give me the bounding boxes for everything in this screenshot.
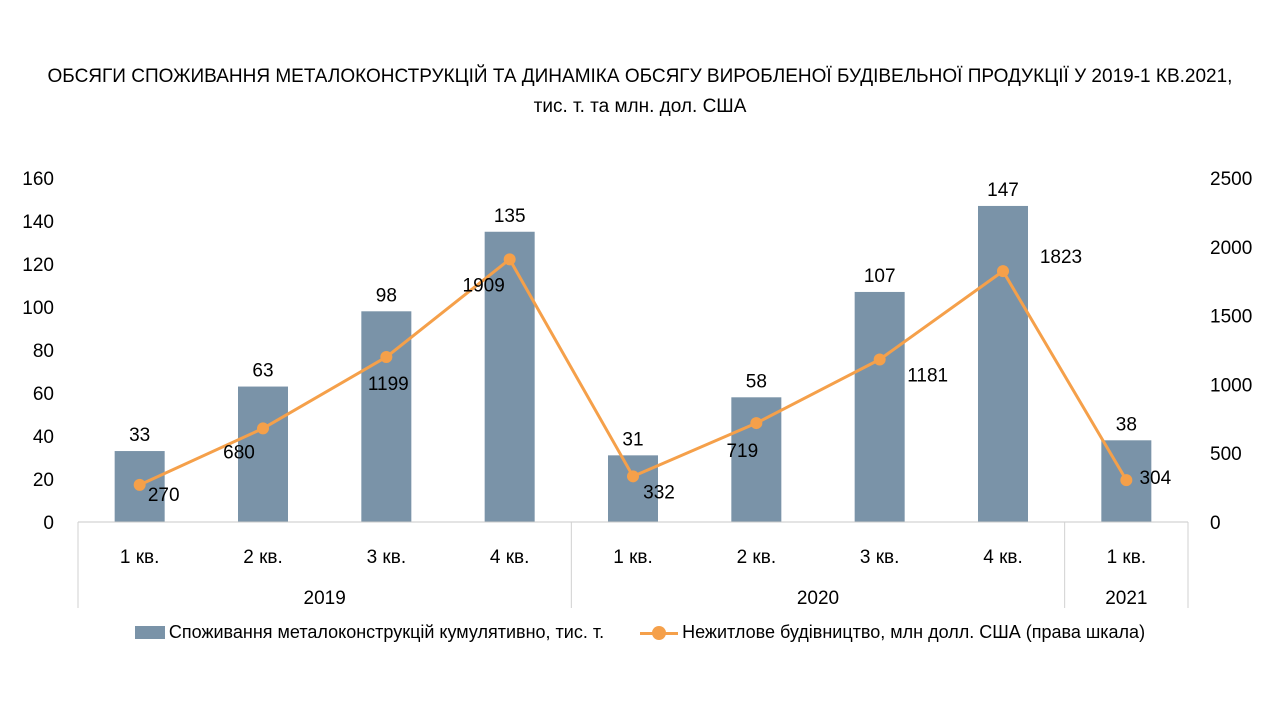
line-value-label: 1823	[1040, 247, 1082, 268]
chart-title-line-2: тис. т. та млн. дол. США	[533, 96, 747, 117]
category-label: 1 кв.	[1107, 547, 1147, 568]
y-right-tick-label: 1000	[1210, 375, 1252, 396]
group-label: 2019	[304, 588, 346, 609]
line-point	[133, 478, 146, 491]
y-left-tick-label: 0	[43, 513, 54, 534]
bar	[854, 291, 905, 522]
line-value-label: 1199	[368, 374, 409, 395]
legend-label-bars: Споживання металоконструкцій кумулятивно…	[168, 622, 605, 642]
bar	[361, 311, 412, 522]
group-label: 2020	[797, 588, 839, 609]
legend-item-bars: Споживання металоконструкцій кумулятивно…	[134, 622, 605, 643]
line-point	[627, 470, 639, 483]
bar	[608, 455, 658, 522]
bar-value-label: 58	[746, 371, 767, 392]
y-left-tick-label: 120	[22, 255, 54, 276]
legend-label-line: Нежитлове будівництво, млн долл. США (пр…	[682, 622, 1146, 642]
category-label: 3 кв.	[367, 547, 407, 568]
category-label: 2 кв.	[737, 547, 777, 568]
line-point	[503, 253, 516, 266]
line-value-label: 1181	[907, 365, 948, 386]
y-right-tick-label: 0	[1210, 513, 1221, 534]
bar	[238, 386, 288, 522]
bar-value-label: 31	[622, 429, 643, 450]
category-label: 1 кв.	[613, 547, 653, 568]
legend: Споживання металоконструкцій кумулятивно…	[0, 622, 1280, 643]
legend-line-swatch	[640, 625, 679, 640]
line-point	[1120, 474, 1133, 487]
y-right-tick-label: 2000	[1210, 238, 1252, 259]
chart-title: ОБСЯГИ СПОЖИВАННЯ МЕТАЛОКОНСТРУКЦІЙ ТА Д…	[0, 62, 1280, 122]
y-left-tick-label: 20	[33, 470, 54, 491]
line-point	[380, 351, 393, 364]
y-right-tick-label: 500	[1210, 444, 1242, 465]
y-right-tick-label: 2500	[1210, 169, 1252, 190]
line-value-label: 719	[726, 441, 758, 462]
line-point	[257, 422, 269, 435]
bar-value-label: 135	[494, 206, 526, 227]
line-value-label: 270	[148, 485, 180, 506]
y-left-tick-label: 80	[33, 341, 54, 362]
category-label: 4 кв.	[983, 547, 1023, 568]
bar-value-label: 98	[376, 285, 397, 306]
bar	[978, 205, 1028, 522]
line-point	[750, 417, 763, 430]
line-value-label: 304	[1139, 468, 1171, 489]
legend-bar-swatch	[134, 626, 165, 639]
category-label: 1 кв.	[120, 547, 160, 568]
category-label: 2 кв.	[243, 547, 283, 568]
bar-value-label: 107	[864, 266, 896, 287]
y-right-tick-label: 1500	[1210, 307, 1252, 328]
bar-value-label: 147	[987, 180, 1019, 201]
bar-value-label: 63	[252, 361, 273, 382]
y-left-tick-label: 100	[22, 298, 54, 319]
group-label: 2021	[1105, 588, 1147, 609]
y-left-tick-label: 160	[22, 169, 54, 190]
category-label: 4 кв.	[490, 547, 530, 568]
y-left-tick-label: 60	[33, 384, 54, 405]
category-label: 3 кв.	[860, 547, 900, 568]
y-left-tick-label: 140	[22, 212, 54, 233]
legend-item-line: Нежитлове будівництво, млн долл. США (пр…	[640, 622, 1145, 643]
chart-title-line-1: ОБСЯГИ СПОЖИВАННЯ МЕТАЛОКОНСТРУКЦІЙ ТА Д…	[47, 66, 1233, 87]
line-value-label: 1909	[463, 275, 505, 296]
bar-value-label: 38	[1116, 414, 1137, 435]
y-left-tick-label: 40	[33, 427, 54, 448]
bar-value-label: 33	[129, 425, 150, 446]
bar	[484, 231, 535, 522]
line-point	[873, 353, 886, 366]
line-point	[997, 265, 1009, 278]
line-value-label: 332	[643, 482, 675, 503]
line-value-label: 680	[223, 442, 255, 463]
